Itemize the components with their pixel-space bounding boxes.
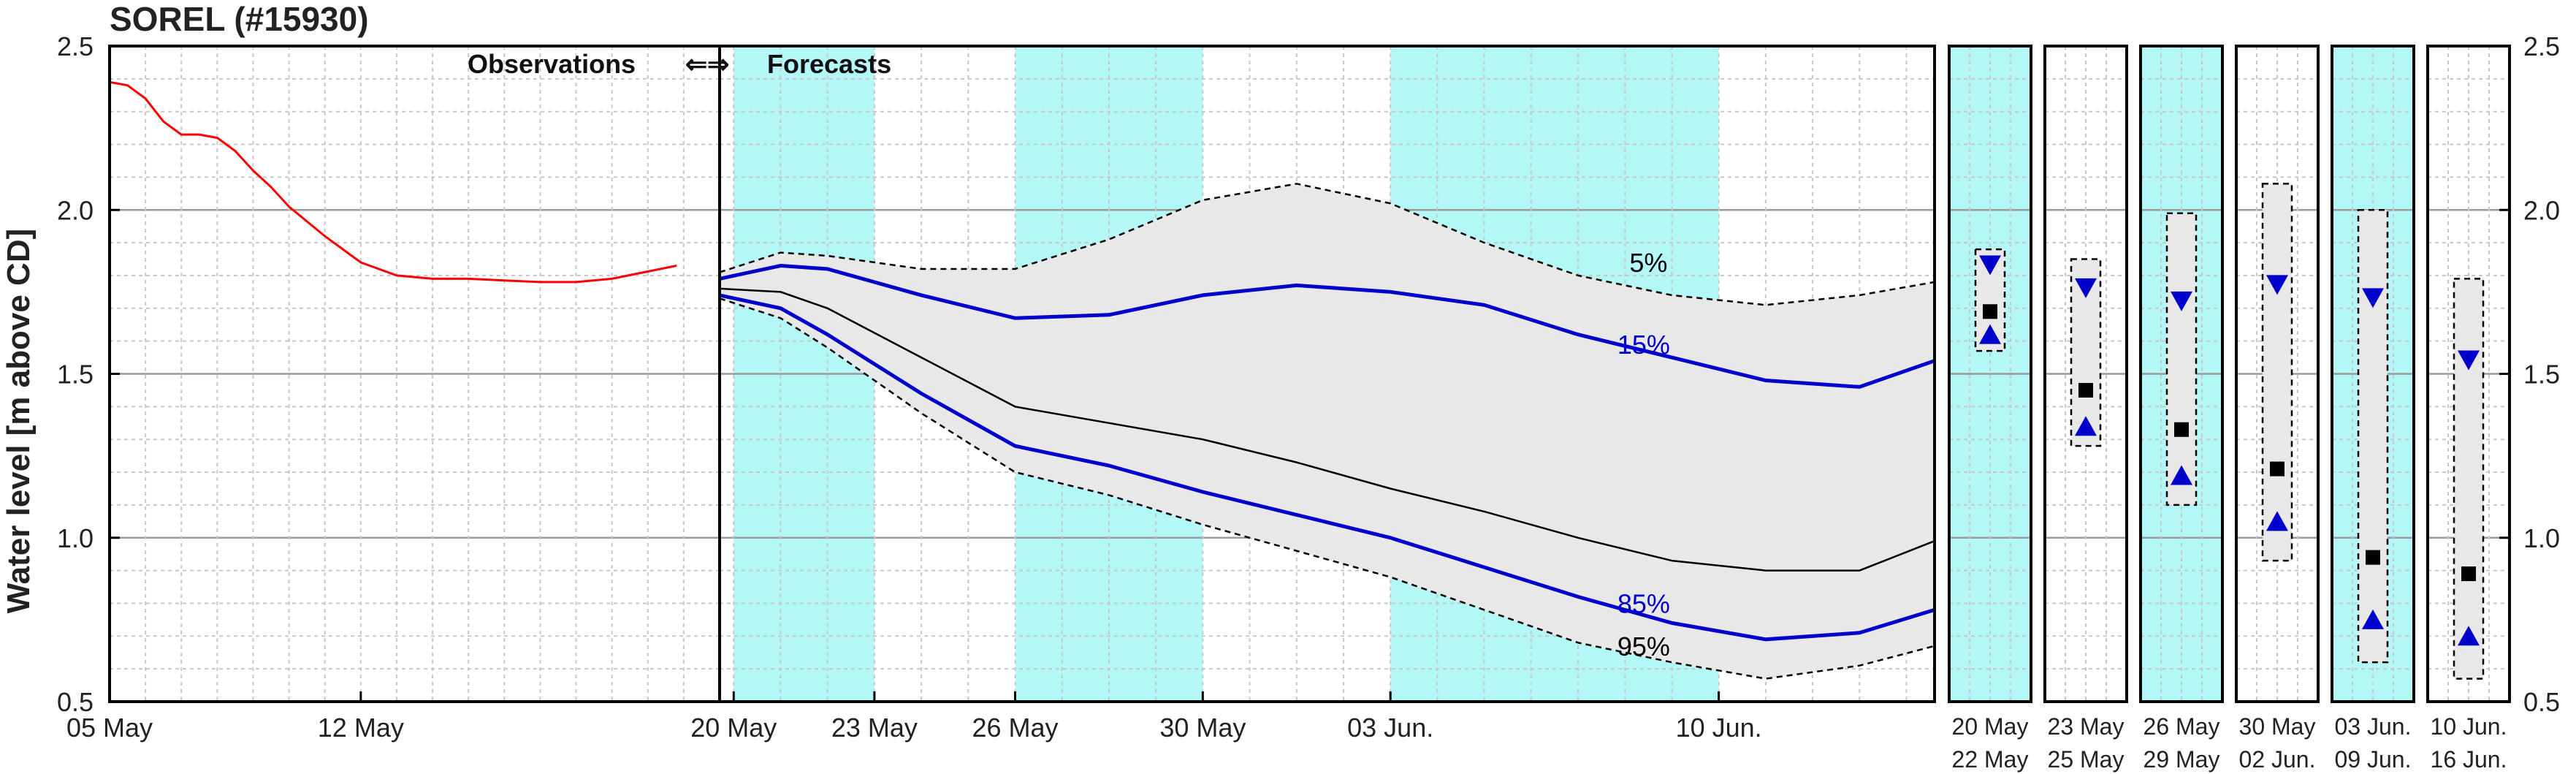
weekly-period-end: 09 Jun. [2335,746,2412,773]
x-tick-label: 26 May [972,713,1058,743]
weekly-85pct-marker [1979,324,2001,344]
weekly-median-marker [1983,304,1997,319]
weekly-15pct-marker [2075,278,2097,298]
y-tick-label-right: 1.5 [2523,360,2560,390]
weekly-85pct-marker [2266,511,2288,531]
forecast-series-95pct [719,297,1935,680]
weekly-period-end: 16 Jun. [2431,746,2507,773]
y-tick-label-left: 1.0 [57,523,94,553]
weekly-period-start: 26 May [2144,713,2220,740]
weekly-15pct-marker [2362,288,2384,308]
forecast-series-85pct [719,293,1935,642]
weekly-median-marker [2270,461,2285,477]
weekly-panel-frame [2235,45,2320,703]
forecast-envelope-fill [720,183,1935,679]
weekly-median-marker [2461,566,2476,582]
weekly-period-start: 30 May [2239,713,2316,740]
y-tick-label-right: 1.0 [2523,523,2560,553]
x-tick-label: 23 May [831,713,918,743]
weekly-15pct-marker [2266,275,2288,295]
weekly-85pct-marker [2075,416,2097,436]
weekly-period-end: 02 Jun. [2239,746,2316,773]
y-tick-label-right: 0.5 [2523,687,2560,717]
y-tick-label-left: 1.5 [57,360,94,390]
observation-panel: 05 May 12 May [66,45,721,743]
weekly-panel: 23 May 25 May [2043,45,2128,773]
x-tick-label: 10 Jun. [1676,713,1762,743]
forecast-panel: 5% 15% 85% 95% 20 May 23 May 26 May 30 May 03 Ju… [690,45,1936,743]
weekly-85pct-marker [2171,465,2192,485]
weekly-panel-frame [1948,45,2032,703]
weekly-range-box [2261,183,2293,562]
forecasts-label: Forecasts [767,49,891,79]
weekly-panel: 30 May 02 Jun. [2235,45,2320,773]
weekly-panel: 10 Jun. 16 Jun. [2426,45,2511,773]
weekly-15pct-marker [1979,255,2001,276]
y-axes: 0.5 0.5 1.0 1.0 1.5 1.5 2.0 2.0 2.5 2.5 [57,31,2560,717]
percentile-label: 85% [1617,588,1670,618]
weekly-panel-frame [2139,45,2224,703]
forecast-series-15pct [719,263,1935,389]
x-tick-label: 05 May [66,713,153,743]
weekly-panel-frame [2331,45,2415,703]
chart-title: SOREL (#15930) [110,0,369,38]
obs-forecast-arrows: ⇐⇒ [685,49,729,79]
y-tick-label-left: 0.5 [57,687,94,717]
y-axis-label: Water level [m above CD] [1,229,37,614]
weekly-median-marker [2366,550,2380,565]
weekly-range-box [2357,209,2389,664]
weekly-median-marker [2174,422,2189,437]
weekly-period-end: 29 May [2144,746,2220,773]
weekly-85pct-marker [2458,626,2480,646]
weekly-period-start: 10 Jun. [2431,713,2507,740]
weekly-period-start: 23 May [2048,713,2125,740]
weekly-85pct-marker [2362,609,2384,629]
percentile-label: 5% [1629,248,1667,278]
weekly-15pct-marker [2171,291,2192,311]
weekly-period-start: 03 Jun. [2335,713,2412,740]
y-tick-label-right: 2.5 [2523,31,2560,61]
x-tick-label: 20 May [690,713,777,743]
forecast-series-median [719,287,1935,572]
x-tick-label: 12 May [318,713,404,743]
percentile-label: 15% [1617,330,1670,360]
weekly-period-start: 20 May [1952,713,2029,740]
weekly-panel: 03 Jun. 09 Jun. [2331,45,2415,773]
observed-series-line [109,80,677,284]
weekly-summary-panels: 20 May 22 May 23 May 25 May 26 May 29 May 30 M… [1948,45,2511,773]
percentile-label: 95% [1617,631,1670,661]
y-tick-label-right: 2.0 [2523,195,2560,225]
weekly-panel: 20 May 22 May [1948,45,2032,773]
weekly-panel: 26 May 29 May [2139,45,2224,773]
weekly-15pct-marker [2458,350,2480,371]
weekly-period-end: 25 May [2048,746,2125,773]
weekly-panel-frame [2043,45,2128,703]
weekly-range-box [2453,278,2485,680]
x-tick-label: 30 May [1159,713,1246,743]
weekly-range-box [2165,212,2198,506]
weekly-median-marker [2078,382,2093,398]
forecast-plot-frame [718,45,1936,703]
y-tick-label-left: 2.0 [57,195,94,225]
observations-label: Observations [468,49,636,79]
weekly-period-end: 22 May [1952,746,2029,773]
x-tick-label: 03 Jun. [1347,713,1433,743]
y-tick-label-left: 2.5 [57,31,94,61]
forecast-series-5pct [719,183,1935,306]
